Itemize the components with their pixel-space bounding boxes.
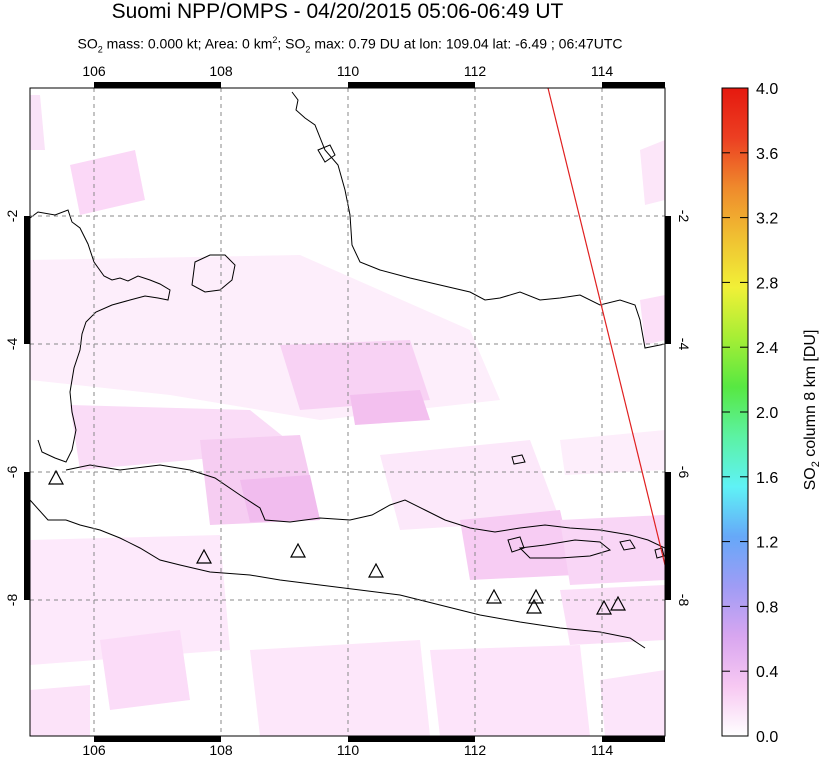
lon-label: 106 [82, 63, 106, 79]
lon-label: 110 [337, 63, 360, 79]
frame-ticks [24, 82, 671, 742]
lon-label: 112 [464, 63, 487, 79]
volcano-triangle-icon [595, 599, 613, 615]
lat-label: -8 [676, 594, 692, 607]
lon-labels-bottom: 106 108 110 112 114 [82, 742, 613, 758]
frame-block [24, 216, 30, 344]
colorbar-tick-label: 2.0 [756, 405, 778, 422]
frame-block [24, 472, 30, 600]
frame-block [665, 216, 671, 344]
volcano-triangle-icon [525, 598, 543, 614]
lon-labels-top: 106 108 110 112 114 [82, 63, 613, 79]
colorbar-tick-label: 3.2 [756, 211, 778, 228]
lat-label: -6 [676, 466, 692, 479]
frame-block [602, 82, 665, 88]
colorbar-tick-label: 0.0 [756, 729, 778, 746]
volcano-triangle-icon [485, 588, 503, 604]
volcano-triangle-icon [47, 469, 65, 485]
orbit-edge-line [547, 87, 666, 566]
frame-block [94, 82, 221, 88]
lon-label: 106 [82, 742, 106, 758]
colorbar-tick-label: 0.8 [756, 599, 778, 616]
colorbar-tick-label: 0.4 [756, 664, 778, 681]
colorbar-tick-label: 2.4 [756, 340, 778, 357]
lat-label: -6 [4, 466, 20, 479]
volcano-triangle-icon [367, 562, 385, 578]
so2-swaths [30, 95, 665, 736]
frame-block [665, 472, 671, 600]
colorbar-title: SO2 column 8 km [DU] [802, 330, 822, 491]
frame-block [348, 736, 475, 742]
frame-block [602, 736, 665, 742]
map-frame [29, 87, 666, 737]
map-title: Suomi NPP/OMPS - 04/20/2015 05:06-06:49 … [111, 0, 564, 23]
map-subtitle: SO2 mass: 0.000 kt; Area: 0 km2; SO2 max… [77, 35, 623, 55]
volcano-markers [47, 469, 627, 615]
colorbar-tick-label: 1.2 [756, 535, 778, 552]
lat-labels-right: -2 -4 -6 -8 [676, 210, 692, 607]
coastline [30, 91, 665, 649]
lat-label: -4 [4, 338, 20, 351]
lat-label: -2 [4, 210, 20, 223]
lon-label: 108 [209, 63, 233, 79]
lat-label: -4 [676, 338, 692, 351]
lon-label: 108 [209, 742, 233, 758]
lat-labels-left: -2 -4 -6 -8 [4, 210, 20, 607]
colorbar-tick-label: 2.8 [756, 275, 778, 292]
colorbar-tick-label: 3.6 [756, 146, 778, 163]
frame-block [94, 736, 221, 742]
lon-label: 112 [464, 742, 487, 758]
lat-label: -2 [676, 210, 692, 223]
lon-label: 114 [591, 63, 614, 79]
colorbar-ticks [722, 87, 748, 737]
lon-label: 114 [591, 742, 614, 758]
colorbar-labels: 4.0 3.6 3.2 2.8 2.4 2.0 1.6 1.2 0.8 0.4 … [756, 81, 778, 746]
colorbar-tick-label: 1.6 [756, 470, 778, 487]
lat-label: -8 [4, 594, 20, 607]
volcano-triangle-icon [289, 542, 307, 558]
colorbar-tick-label: 4.0 [756, 81, 778, 98]
grid-lines [30, 88, 665, 736]
lon-label: 110 [337, 742, 360, 758]
volcano-triangle-icon [609, 595, 627, 611]
volcano-triangle-icon [195, 548, 213, 564]
frame-block [348, 82, 475, 88]
